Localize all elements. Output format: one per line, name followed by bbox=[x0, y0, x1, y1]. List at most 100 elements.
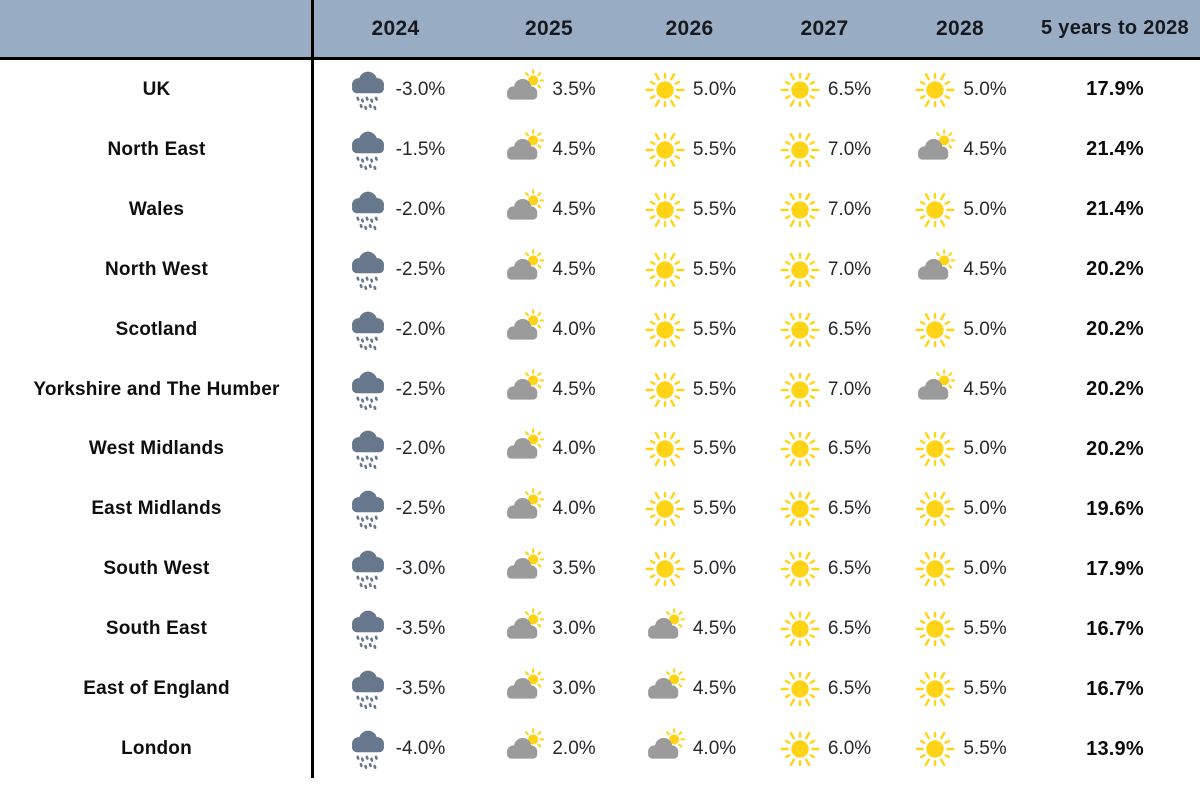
forecast-cell: 5.0% bbox=[620, 547, 759, 591]
rain-cloud-icon bbox=[346, 68, 390, 112]
forecast-cell: 4.5% bbox=[478, 128, 620, 172]
five-year-total: 21.4% bbox=[1086, 138, 1144, 161]
forecast-value: 4.0% bbox=[552, 318, 596, 340]
sun-icon bbox=[778, 667, 822, 711]
forecast-value: 5.0% bbox=[963, 558, 1007, 580]
forecast-value: 6.5% bbox=[827, 318, 872, 340]
five-year-total: 20.2% bbox=[1086, 318, 1144, 341]
forecast-cell: 5.0% bbox=[890, 308, 1030, 352]
forecast-cell: 5.5% bbox=[620, 308, 759, 352]
sun-icon bbox=[643, 368, 687, 412]
table-body: UK -3.0% 3.5% 5.0% 6.5% 5.0% 17.9% North East -1… bbox=[0, 60, 1200, 787]
forecast-cell: 5.5% bbox=[620, 368, 759, 412]
cloud-sun-icon bbox=[502, 667, 546, 711]
column-header-2028: 2028 bbox=[936, 16, 984, 40]
sun-icon bbox=[913, 68, 957, 112]
region-label: East Midlands bbox=[91, 498, 222, 520]
forecast-value: 5.0% bbox=[963, 78, 1007, 100]
region-label: North East bbox=[107, 138, 206, 160]
forecast-cell: 6.0% bbox=[759, 727, 890, 771]
forecast-cell: 7.0% bbox=[759, 248, 890, 292]
cloud-sun-icon bbox=[502, 547, 546, 591]
forecast-cell: -3.5% bbox=[313, 667, 478, 711]
forecast-value: 5.0% bbox=[963, 318, 1007, 340]
table-row: East of England -3.5% 3.0% 4.5% 6.5% 5.5% 16.7… bbox=[0, 659, 1200, 719]
region-label: Scotland bbox=[115, 318, 198, 340]
column-header-2025: 2025 bbox=[525, 16, 573, 40]
forecast-value: 4.5% bbox=[963, 258, 1007, 280]
forecast-value: 4.5% bbox=[692, 618, 737, 640]
forecast-cell: -4.0% bbox=[313, 727, 478, 771]
forecast-cell: 4.5% bbox=[890, 248, 1030, 292]
forecast-cell: 4.5% bbox=[478, 368, 620, 412]
region-label: West Midlands bbox=[88, 438, 225, 460]
forecast-cell: 5.0% bbox=[890, 188, 1030, 232]
forecast-cell: 4.5% bbox=[890, 128, 1030, 172]
forecast-value: 7.0% bbox=[827, 258, 872, 280]
forecast-cell: 4.0% bbox=[478, 308, 620, 352]
forecast-value: 4.0% bbox=[692, 738, 737, 760]
forecast-cell: 3.0% bbox=[478, 667, 620, 711]
forecast-value: 6.5% bbox=[827, 498, 872, 520]
sun-icon bbox=[643, 427, 687, 471]
cloud-sun-icon bbox=[502, 368, 546, 412]
forecast-cell: 6.5% bbox=[759, 68, 890, 112]
forecast-cell: 6.5% bbox=[759, 607, 890, 651]
forecast-value: 4.5% bbox=[552, 138, 596, 160]
column-header-2026: 2026 bbox=[665, 16, 714, 40]
cloud-sun-icon bbox=[502, 427, 546, 471]
forecast-value: -2.5% bbox=[395, 498, 446, 520]
forecast-cell: 7.0% bbox=[759, 128, 890, 172]
forecast-value: 4.5% bbox=[552, 258, 596, 280]
forecast-value: -3.5% bbox=[395, 678, 446, 700]
table-row: North West -2.5% 4.5% 5.5% 7.0% 4.5% 20.2% bbox=[0, 240, 1200, 300]
forecast-cell: 5.0% bbox=[890, 487, 1030, 531]
forecast-cell: 5.5% bbox=[890, 667, 1030, 711]
forecast-cell: 4.0% bbox=[620, 727, 759, 771]
forecast-value: 4.5% bbox=[963, 378, 1007, 400]
table-row: North East -1.5% 4.5% 5.5% 7.0% 4.5% 21.4% bbox=[0, 120, 1200, 180]
forecast-cell: 5.0% bbox=[890, 427, 1030, 471]
forecast-cell: 3.5% bbox=[478, 547, 620, 591]
forecast-value: 4.5% bbox=[963, 138, 1007, 160]
forecast-cell: 6.5% bbox=[759, 547, 890, 591]
cloud-sun-icon bbox=[643, 727, 687, 771]
sun-icon bbox=[778, 727, 822, 771]
forecast-value: 6.5% bbox=[827, 438, 872, 460]
forecast-cell: 4.5% bbox=[890, 368, 1030, 412]
forecast-value: 5.5% bbox=[963, 618, 1007, 640]
forecast-value: 5.5% bbox=[692, 438, 737, 460]
five-year-total: 16.7% bbox=[1086, 617, 1144, 640]
forecast-cell: 6.5% bbox=[759, 667, 890, 711]
cloud-sun-icon bbox=[502, 727, 546, 771]
forecast-value: 5.0% bbox=[963, 198, 1007, 220]
sun-icon bbox=[778, 487, 822, 531]
forecast-cell: -3.5% bbox=[313, 607, 478, 651]
forecast-value: 7.0% bbox=[827, 378, 872, 400]
five-year-total: 17.9% bbox=[1086, 78, 1144, 101]
cloud-sun-icon bbox=[913, 368, 957, 412]
rain-cloud-icon bbox=[346, 727, 390, 771]
region-label: South East bbox=[105, 618, 208, 640]
forecast-cell: 6.5% bbox=[759, 308, 890, 352]
forecast-value: 6.5% bbox=[827, 618, 872, 640]
cloud-sun-icon bbox=[502, 188, 546, 232]
table-row: Scotland -2.0% 4.0% 5.5% 6.5% 5.0% 20.2% bbox=[0, 300, 1200, 360]
forecast-value: 5.5% bbox=[963, 738, 1007, 760]
five-year-total: 16.7% bbox=[1086, 677, 1144, 700]
forecast-cell: -2.5% bbox=[313, 368, 478, 412]
rain-cloud-icon bbox=[346, 308, 390, 352]
rain-cloud-icon bbox=[346, 128, 390, 172]
forecast-value: -2.0% bbox=[395, 198, 446, 220]
cloud-sun-icon bbox=[502, 128, 546, 172]
sun-icon bbox=[913, 427, 957, 471]
sun-icon bbox=[643, 68, 687, 112]
sun-icon bbox=[643, 487, 687, 531]
cloud-sun-icon bbox=[502, 308, 546, 352]
five-year-total: 19.6% bbox=[1086, 497, 1144, 520]
cloud-sun-icon bbox=[913, 128, 957, 172]
cloud-sun-icon bbox=[502, 607, 546, 651]
forecast-cell: -2.5% bbox=[313, 487, 478, 531]
forecast-value: 4.0% bbox=[552, 438, 596, 460]
